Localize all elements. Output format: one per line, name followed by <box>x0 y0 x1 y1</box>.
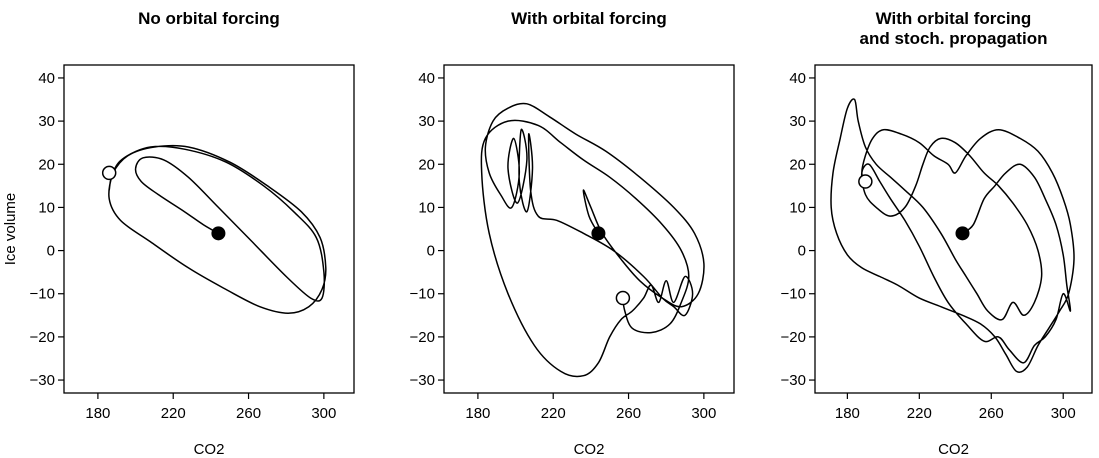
panel-1-trajectory-line <box>108 144 327 314</box>
y-tick-label: −30 <box>30 372 55 389</box>
panel-1-x-label: CO2 <box>194 441 225 458</box>
y-tick-label: 10 <box>38 199 55 216</box>
y-tick-label: −20 <box>30 329 55 346</box>
y-tick-label: 0 <box>427 243 435 260</box>
y-tick-label: 20 <box>789 156 806 173</box>
panel-3-x-label: CO2 <box>938 441 969 458</box>
x-tick-label: 300 <box>1051 405 1076 422</box>
y-tick-label: 10 <box>418 199 435 216</box>
panel-3-title-line-2: and stoch. propagation <box>860 29 1048 48</box>
panel-2-start-point <box>591 226 606 241</box>
x-tick-label: 300 <box>691 405 716 422</box>
panel-1-start-point <box>211 226 226 241</box>
y-tick-label: 40 <box>789 70 806 87</box>
x-tick-label: 260 <box>979 405 1004 422</box>
y-tick-label: −10 <box>30 286 55 303</box>
y-tick-label: −10 <box>410 286 435 303</box>
y-tick-label: 10 <box>789 199 806 216</box>
panel-3-frame <box>814 64 1093 394</box>
panel-1-y-label: Ice volume <box>2 193 19 266</box>
panel-1: No orbital forcing 180 220 260 300 −30 −20 −10 0… <box>2 9 355 458</box>
panel-3-title-line-1: With orbital forcing <box>876 9 1032 28</box>
x-tick-label: 260 <box>616 405 641 422</box>
panel-2-frame <box>443 64 735 394</box>
y-tick-label: 30 <box>789 113 806 130</box>
x-tick-label: 220 <box>541 405 566 422</box>
y-tick-label: −10 <box>781 286 806 303</box>
y-tick-label: −20 <box>781 329 806 346</box>
panel-3-end-point <box>858 174 873 189</box>
x-tick-label: 180 <box>835 405 860 422</box>
y-tick-label: 0 <box>798 243 806 260</box>
y-tick-label: 30 <box>418 113 435 130</box>
y-tick-label: −20 <box>410 329 435 346</box>
y-tick-label: 20 <box>418 156 435 173</box>
y-tick-label: 40 <box>38 70 55 87</box>
x-tick-label: 180 <box>465 405 490 422</box>
panel-1-title-line-1: No orbital forcing <box>138 9 280 28</box>
x-tick-label: 260 <box>236 405 261 422</box>
x-tick-label: 180 <box>85 405 110 422</box>
y-tick-label: −30 <box>410 372 435 389</box>
y-tick-label: 0 <box>47 243 55 260</box>
panel-3-start-point <box>955 226 970 241</box>
panel-3-trajectory-line <box>830 98 1075 374</box>
panel-2-end-point <box>615 290 631 306</box>
x-tick-label: 220 <box>907 405 932 422</box>
panel-2-title-line-1: With orbital forcing <box>511 9 667 28</box>
y-tick-label: −30 <box>781 372 806 389</box>
panel-1-frame <box>63 64 355 394</box>
y-tick-label: 30 <box>38 113 55 130</box>
panel-2-trajectory-line <box>480 102 705 378</box>
y-tick-label: 20 <box>38 156 55 173</box>
y-tick-label: 40 <box>418 70 435 87</box>
panel-2-x-label: CO2 <box>574 441 605 458</box>
x-tick-label: 300 <box>311 405 336 422</box>
x-tick-label: 220 <box>161 405 186 422</box>
panel-1-end-point <box>101 165 117 181</box>
